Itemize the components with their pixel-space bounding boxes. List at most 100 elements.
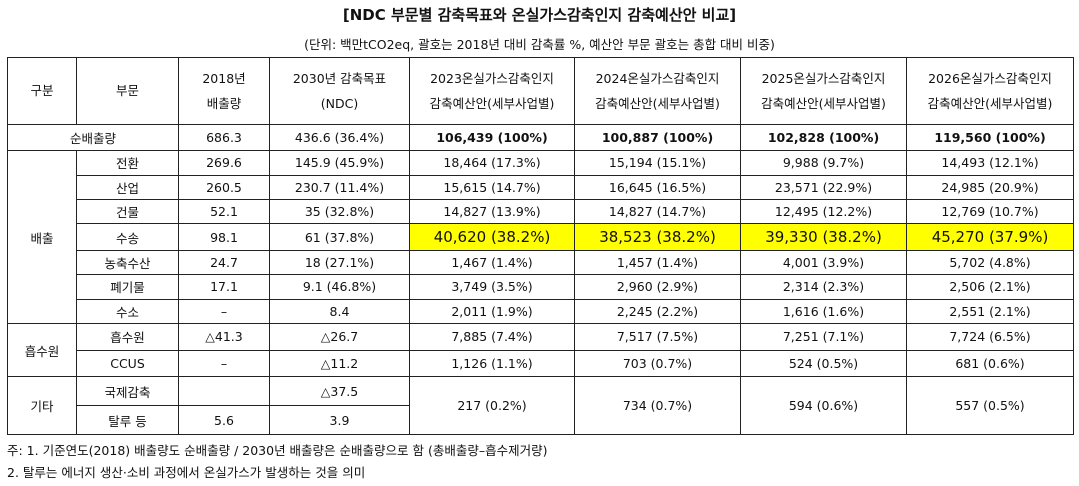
other-2026: 557 (0.5%) bbox=[906, 376, 1074, 435]
sector-name: 수소 bbox=[76, 298, 179, 325]
cell-2025: 9,988 (9.7%) bbox=[740, 150, 907, 176]
net-2023: 106,439 (100%) bbox=[409, 123, 575, 152]
cell-2023: 15,615 (14.7%) bbox=[409, 174, 575, 200]
sector-name: 국제감축 bbox=[76, 376, 179, 407]
cell-2023: 2,011 (1.9%) bbox=[409, 298, 575, 325]
table-row: 탈루 등 5.6 3.9 bbox=[8, 405, 1074, 435]
table-row: 건물 52.1 35 (32.8%) 14,827 (13.9%) 14,827… bbox=[8, 198, 1074, 225]
net-2030: 436.6 (36.4%) bbox=[269, 123, 410, 152]
cell-2024: 16,645 (16.5%) bbox=[574, 174, 741, 200]
cell-2025: 2,314 (2.3%) bbox=[740, 274, 907, 300]
table-header-row: 구분 부문 2018년 배출량 2030년 감축목표 (NDC) 2023온실가스감… bbox=[7, 57, 1074, 125]
table-row: 배출 전환 269.6 145.9 (45.9%) 18,464 (17.3%)… bbox=[7, 150, 1074, 325]
cell-2030: 18 (27.1%) bbox=[269, 249, 410, 276]
header-category: 구분 bbox=[7, 57, 77, 125]
cell-2030: △11.2 bbox=[269, 349, 410, 378]
comparison-table: 구분 부문 2018년 배출량 2030년 감축목표 (NDC) 2023온실가스감… bbox=[7, 57, 1074, 435]
header-2030-target: 2030년 감축목표 (NDC) bbox=[269, 57, 410, 125]
cell-2023: 1,467 (1.4%) bbox=[409, 249, 575, 276]
cell-2025-highlight: 39,330 (38.2%) bbox=[740, 223, 907, 251]
table-row: 수소 – 8.4 2,011 (1.9%) 2,245 (2.2%) 1,616… bbox=[8, 298, 1074, 325]
table-row-net: 순배출량 686.3 436.6 (36.4%) 106,439 (100%) … bbox=[7, 123, 1074, 152]
cell-2025: 12,495 (12.2%) bbox=[740, 198, 907, 225]
cell-2025: 23,571 (22.9%) bbox=[740, 174, 907, 200]
cell-2026: 5,702 (4.8%) bbox=[906, 249, 1074, 276]
cell-2026: 7,724 (6.5%) bbox=[906, 323, 1074, 351]
cell-2024: 2,245 (2.2%) bbox=[574, 298, 741, 325]
sector-name: 전환 bbox=[76, 150, 179, 176]
cell-2018 bbox=[178, 376, 270, 407]
other-2024: 734 (0.7%) bbox=[574, 376, 741, 435]
cell-2018: 52.1 bbox=[178, 198, 270, 225]
cell-2026: 2,551 (2.1%) bbox=[906, 298, 1074, 325]
cell-2025: 524 (0.5%) bbox=[740, 349, 907, 378]
net-2024: 100,887 (100%) bbox=[574, 123, 741, 152]
cell-2030: 8.4 bbox=[269, 298, 410, 325]
header-2025-budget: 2025온실가스감축인지 감축예산안(세부사업별) bbox=[740, 57, 907, 125]
cell-2023-highlight: 40,620 (38.2%) bbox=[409, 223, 575, 251]
cell-2026: 681 (0.6%) bbox=[906, 349, 1074, 378]
cell-2025: 1,616 (1.6%) bbox=[740, 298, 907, 325]
cell-2023: 18,464 (17.3%) bbox=[409, 150, 575, 176]
page-title: [NDC 부문별 감축목표와 온실가스감축인지 감축예산안 비교] bbox=[342, 6, 737, 24]
cell-2018: 17.1 bbox=[178, 274, 270, 300]
net-2026: 119,560 (100%) bbox=[906, 123, 1074, 152]
cell-2023: 14,827 (13.9%) bbox=[409, 198, 575, 225]
sector-name: 수송 bbox=[76, 223, 179, 251]
sector-name: 흡수원 bbox=[76, 323, 179, 351]
cell-2023: 3,749 (3.5%) bbox=[409, 274, 575, 300]
cell-2030: 230.7 (11.4%) bbox=[269, 174, 410, 200]
cell-2030: 9.1 (46.8%) bbox=[269, 274, 410, 300]
table-row: 산업 260.5 230.7 (11.4%) 15,615 (14.7%) 16… bbox=[8, 174, 1074, 200]
other-2023: 217 (0.2%) bbox=[409, 376, 575, 435]
group-absorb: 흡수원 bbox=[7, 323, 77, 378]
cell-2030: 3.9 bbox=[269, 405, 410, 435]
cell-2018: 260.5 bbox=[178, 174, 270, 200]
cell-2023: 7,885 (7.4%) bbox=[409, 323, 575, 351]
footnote-1: 주: 1. 기준연도(2018) 배출량도 순배출량 / 2030년 배출량은 … bbox=[7, 443, 548, 458]
cell-2024: 7,517 (7.5%) bbox=[574, 323, 741, 351]
net-label: 순배출량 bbox=[7, 123, 179, 152]
group-emission: 배출 bbox=[7, 150, 77, 325]
header-2018-emission: 2018년 배출량 bbox=[178, 57, 270, 125]
cell-2026: 14,493 (12.1%) bbox=[906, 150, 1074, 176]
cell-2018: 5.6 bbox=[178, 405, 270, 435]
table-row: 폐기물 17.1 9.1 (46.8%) 3,749 (3.5%) 2,960 … bbox=[8, 274, 1074, 300]
cell-2018: 98.1 bbox=[178, 223, 270, 251]
footnotes: 주: 1. 기준연도(2018) 배출량도 순배출량 / 2030년 배출량은 … bbox=[7, 440, 547, 484]
cell-2024: 703 (0.7%) bbox=[574, 349, 741, 378]
table-row: CCUS – △11.2 1,126 (1.1%) 703 (0.7%) 524… bbox=[8, 349, 1074, 378]
cell-2030: 61 (37.8%) bbox=[269, 223, 410, 251]
cell-2030: 145.9 (45.9%) bbox=[269, 150, 410, 176]
cell-2018: – bbox=[178, 298, 270, 325]
net-2018: 686.3 bbox=[178, 123, 270, 152]
table-row: 농축수산 24.7 18 (27.1%) 1,467 (1.4%) 1,457 … bbox=[8, 249, 1074, 276]
cell-2030: △37.5 bbox=[269, 376, 410, 407]
header-2024-budget: 2024온실가스감축인지 감축예산안(세부사업별) bbox=[574, 57, 741, 125]
cell-2018: 24.7 bbox=[178, 249, 270, 276]
header-sector: 부문 bbox=[76, 57, 179, 125]
sector-name: 폐기물 bbox=[76, 274, 179, 300]
cell-2018: – bbox=[178, 349, 270, 378]
sector-name: 탈루 등 bbox=[76, 405, 179, 435]
cell-2026: 2,506 (2.1%) bbox=[906, 274, 1074, 300]
sector-name: CCUS bbox=[76, 349, 179, 378]
cell-2026: 24,985 (20.9%) bbox=[906, 174, 1074, 200]
table-row: 흡수원 흡수원 △41.3 △26.7 7,885 (7.4%) 7,517 (… bbox=[7, 323, 1074, 378]
cell-2018: △41.3 bbox=[178, 323, 270, 351]
header-2023-budget: 2023온실가스감축인지 감축예산안(세부사업별) bbox=[409, 57, 575, 125]
sector-name: 농축수산 bbox=[76, 249, 179, 276]
cell-2024: 2,960 (2.9%) bbox=[574, 274, 741, 300]
header-2026-budget: 2026온실가스감축인지 감축예산안(세부사업별) bbox=[906, 57, 1074, 125]
cell-2025: 7,251 (7.1%) bbox=[740, 323, 907, 351]
group-other: 기타 bbox=[7, 376, 77, 435]
cell-2026-highlight: 45,270 (37.9%) bbox=[906, 223, 1074, 251]
net-2025: 102,828 (100%) bbox=[740, 123, 907, 152]
cell-2024-highlight: 38,523 (38.2%) bbox=[574, 223, 741, 251]
unit-note: (단위: 백만tCO2eq, 괄호는 2018년 대비 감축률 %, 예산안 부… bbox=[304, 37, 775, 52]
cell-2024: 1,457 (1.4%) bbox=[574, 249, 741, 276]
cell-2030: △26.7 bbox=[269, 323, 410, 351]
table-row: 기타 국제감축 △37.5 217 (0.2%) 734 (0.7%) 594 … bbox=[7, 376, 1074, 435]
footnote-2: 2. 탈루는 에너지 생산·소비 과정에서 온실가스가 발생하는 것을 의미 bbox=[7, 465, 366, 480]
cell-2024: 14,827 (14.7%) bbox=[574, 198, 741, 225]
